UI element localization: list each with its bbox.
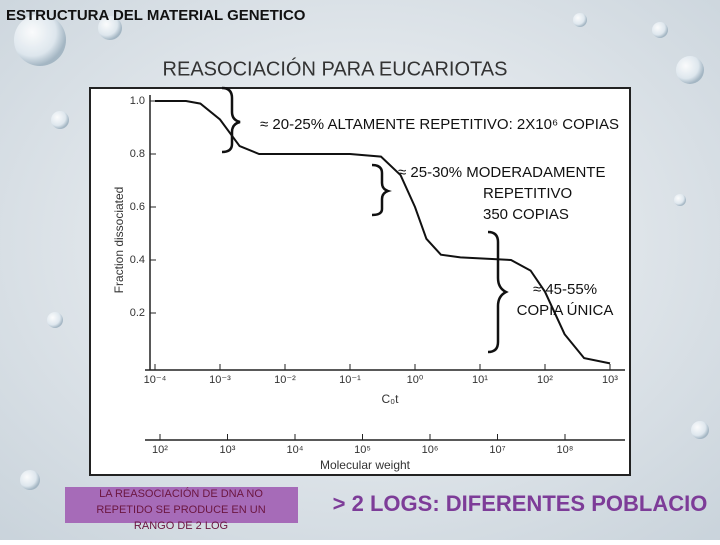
chart-frame: [89, 87, 631, 476]
y-tick-label: 0.2: [130, 307, 145, 319]
y-axis-label: Fraction dissociated: [112, 187, 126, 294]
x-tick-label: 10¹: [472, 374, 488, 386]
x-axis-label: C₀t: [382, 392, 400, 406]
note-text: REPETIDO SE PRODUCE EN UN: [96, 504, 265, 516]
x-tick-label: 10⁻¹: [339, 374, 361, 386]
mw-tick-label: 10⁷: [489, 444, 505, 456]
braces: [221, 86, 509, 354]
note-box: [65, 487, 298, 523]
mw-tick-label: 10⁴: [287, 444, 304, 456]
mw-tick-label: 10³: [220, 444, 236, 456]
bubbles: [14, 13, 709, 490]
annotation: ≈ 20-25% ALTAMENTE REPETITIVO: 2X10⁶ COP…: [260, 116, 619, 133]
note-text: RANGO DE 2 LOG: [134, 520, 228, 532]
y-tick-label: 0.4: [130, 254, 145, 266]
x-tick-label: 10²: [537, 374, 553, 386]
annotation: ≈ 45-55%: [533, 281, 597, 298]
x-tick-label: 10³: [602, 374, 618, 386]
mw-tick-label: 10²: [152, 444, 168, 456]
mw-axis-label: Molecular weight: [320, 458, 411, 472]
note-text: LA REASOCIACIÓN DE DNA NO: [99, 487, 263, 500]
banner: > 2 LOGS: DIFERENTES POBLACIO: [333, 491, 708, 516]
mw-tick-label: 10⁵: [354, 444, 371, 456]
mw-tick-label: 10⁶: [422, 444, 439, 456]
y-tick-label: 0.6: [130, 201, 145, 213]
x-tick-label: 10⁻²: [274, 374, 296, 386]
curve: [155, 100, 611, 365]
annotation: REPETITIVO: [483, 185, 572, 202]
annotation: 350 COPIAS: [483, 206, 569, 223]
slide-title: REASOCIACIÓN PARA EUCARIOTAS: [163, 57, 508, 80]
annotation: COPIA ÚNICA: [517, 302, 614, 319]
slide-header: ESTRUCTURA DEL MATERIAL GENETICO: [6, 7, 306, 24]
y-tick-label: 1.0: [130, 95, 145, 107]
x-tick-label: 10⁻³: [209, 374, 231, 386]
y-tick-label: 0.8: [130, 148, 145, 160]
mw-tick-label: 10⁸: [557, 444, 574, 456]
x-tick-label: 10⁰: [407, 374, 424, 386]
x-tick-label: 10⁻⁴: [144, 374, 167, 386]
annotation: ≈ 25-30% MODERADAMENTE: [398, 164, 605, 181]
